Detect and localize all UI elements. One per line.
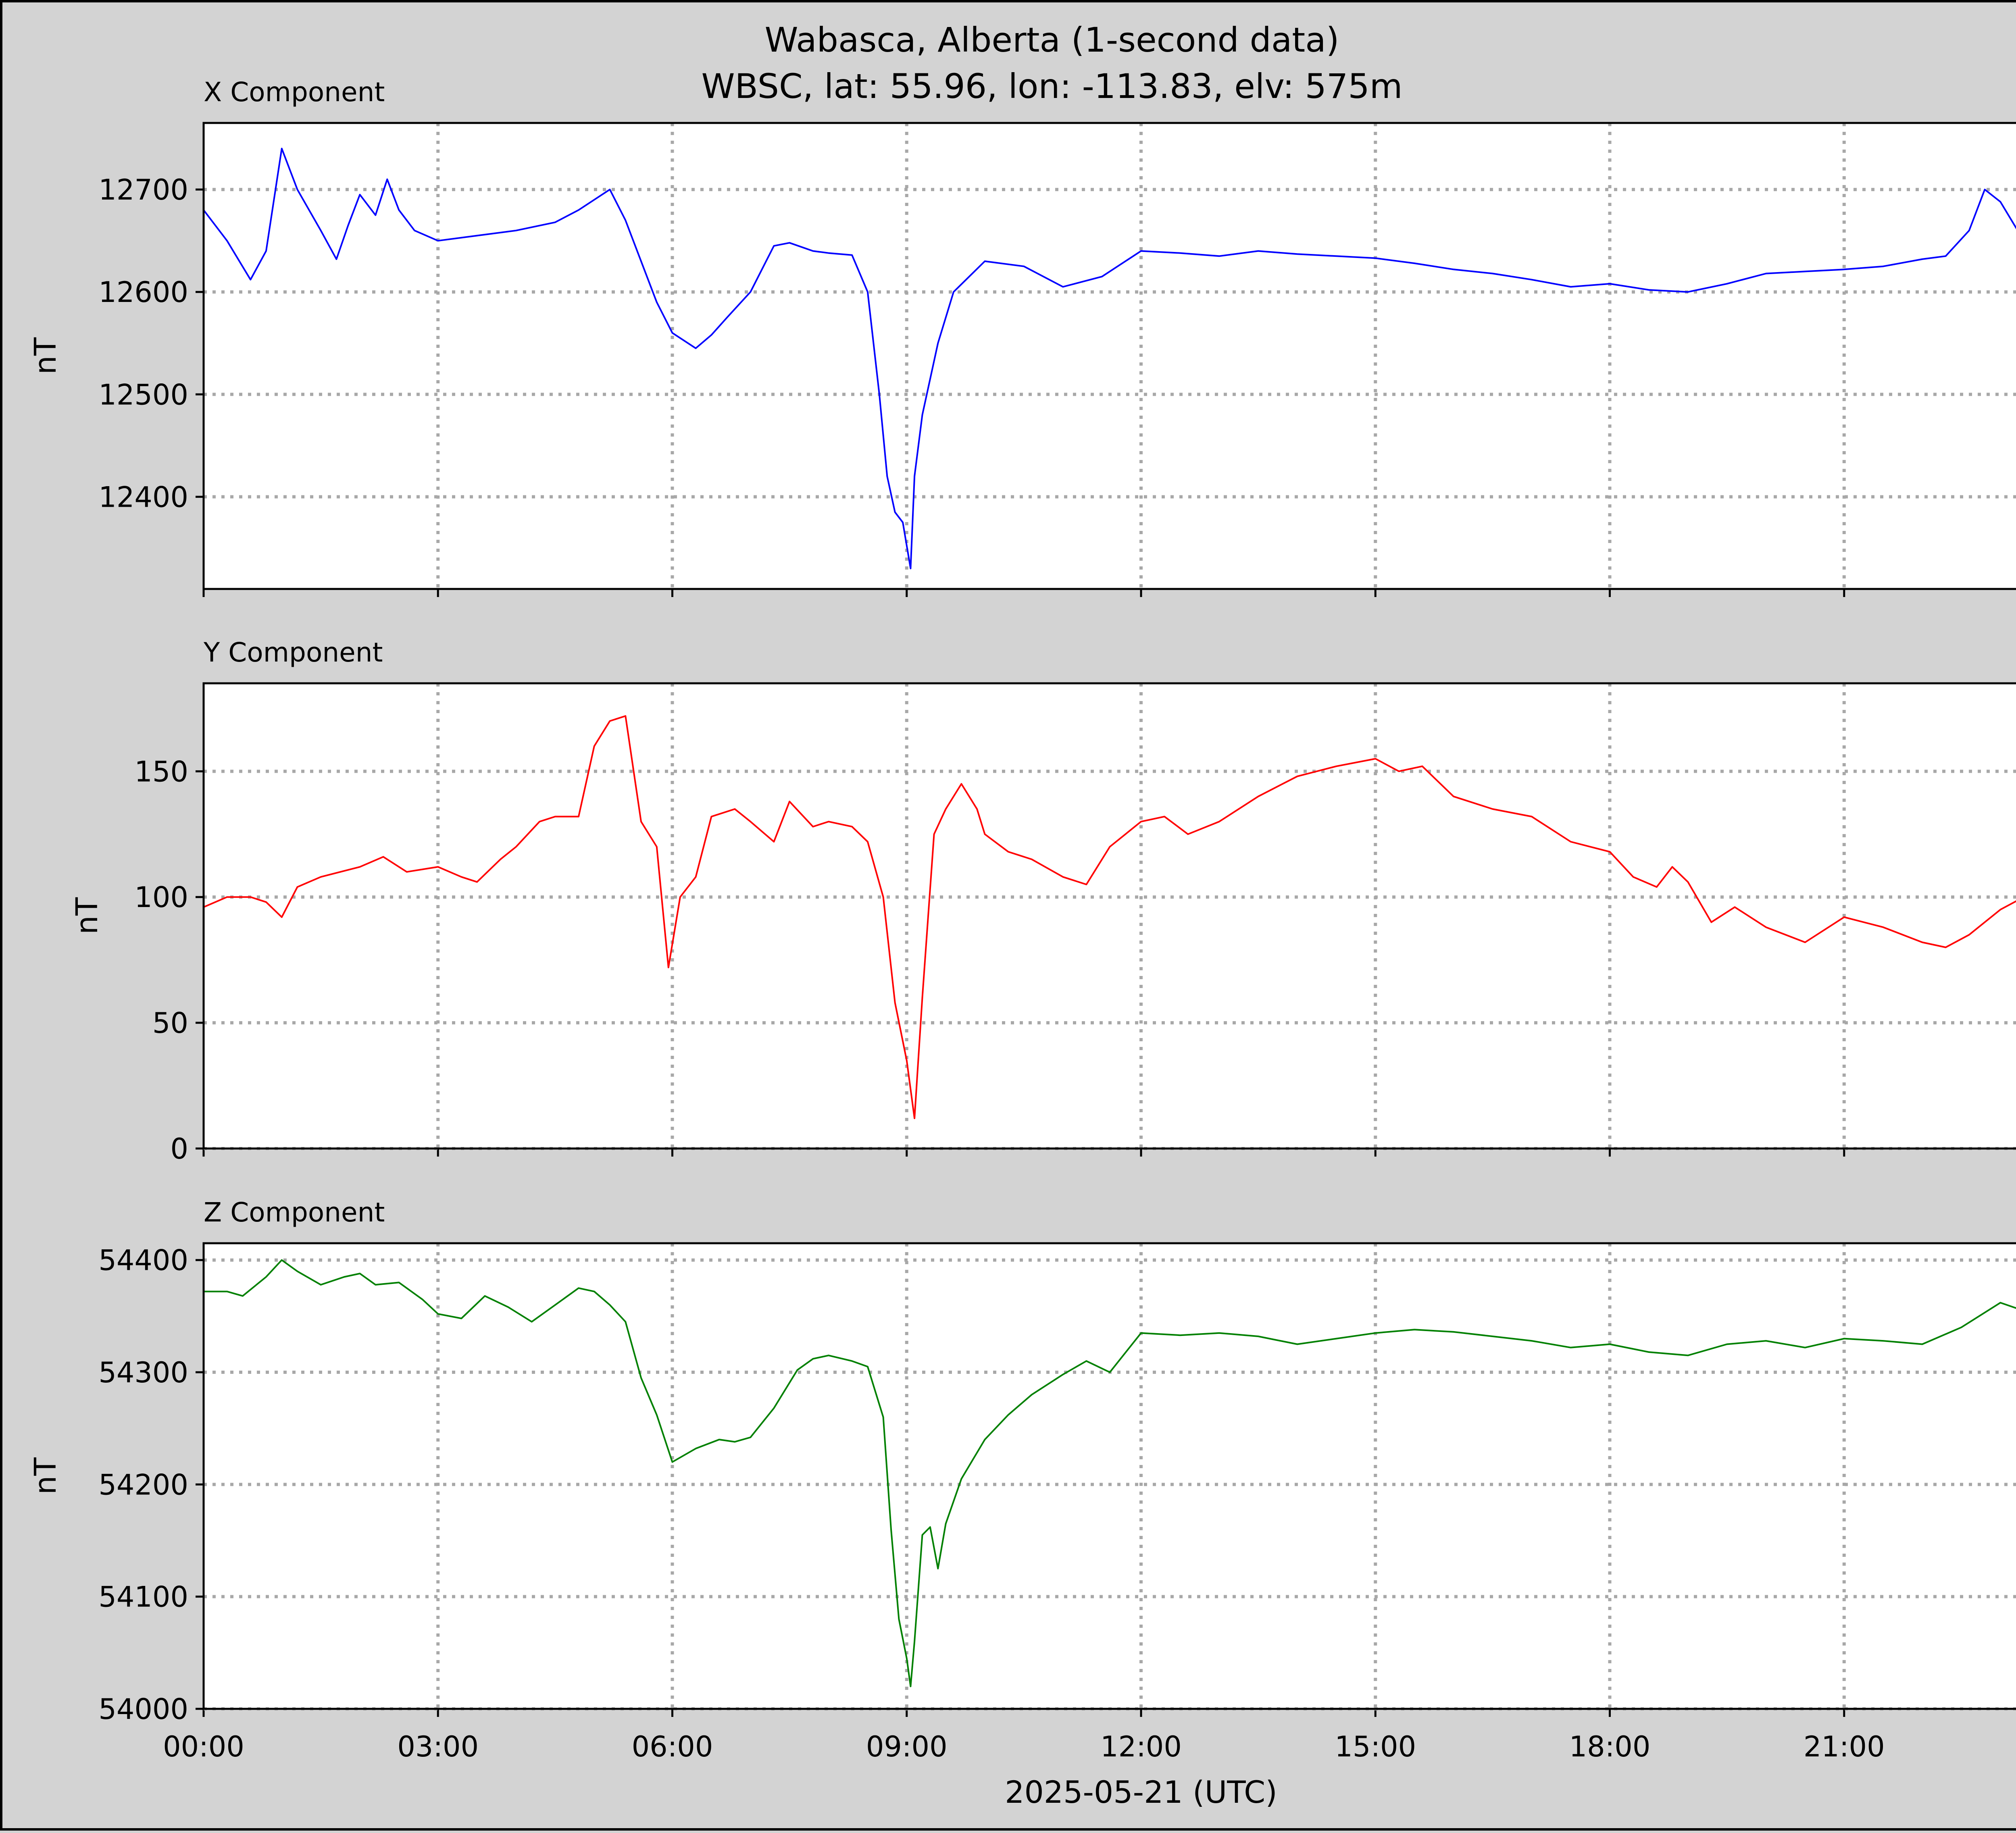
- y-axis-label-z: nT: [28, 1457, 63, 1495]
- y-axis-label-y: nT: [70, 897, 104, 934]
- y-tick-label: 12600: [98, 276, 188, 309]
- plot-area-x: [204, 123, 2016, 589]
- x-tick-label: 09:00: [866, 1730, 948, 1763]
- x-tick-label: 06:00: [632, 1730, 713, 1763]
- panel-title-x: X Component: [204, 77, 385, 108]
- series-line-z: [204, 1259, 2016, 1687]
- y-tick-label: 54100: [98, 1581, 188, 1614]
- x-tick-label: 12:00: [1100, 1730, 1182, 1763]
- x-tick-label: 03:00: [397, 1730, 479, 1763]
- panel-title-y: Y Component: [203, 637, 383, 668]
- x-tick-label: 15:00: [1335, 1730, 1416, 1763]
- plot-frame-y: [202, 682, 2016, 1150]
- panels: 12400 12500 12600 12700 X Component nT 0 50 100 1…: [28, 77, 2016, 1763]
- y-tick-label: 54200: [98, 1468, 188, 1501]
- x-tick-label: 00:00: [163, 1730, 244, 1763]
- panel-z: 00:00 03:00 06:00 09:00 12:00 15:00 18:00 21:00…: [28, 1197, 2016, 1763]
- series-line-x: [203, 148, 2016, 570]
- y-tick-label: 150: [134, 755, 188, 788]
- y-tick-label: 50: [152, 1007, 188, 1040]
- y-axis-label-x: nT: [28, 337, 63, 375]
- panel-x: 12400 12500 12600 12700 X Component nT: [28, 77, 2016, 597]
- y-tick-label: 54300: [98, 1356, 188, 1389]
- y-tick-label: 54400: [98, 1244, 188, 1277]
- x-tick-label: 21:00: [1804, 1730, 1885, 1763]
- x-tick-label: 18:00: [1569, 1730, 1651, 1763]
- plot-area-z: [204, 1243, 2016, 1709]
- panel-y: 0 50 100 150 Y Component nT: [70, 637, 2016, 1165]
- y-tick-label: 0: [170, 1132, 188, 1165]
- x-axis-label: 2025-05-21 (UTC): [1005, 1774, 1277, 1810]
- plot-frame-x: [202, 122, 2016, 590]
- panel-title-z: Z Component: [204, 1197, 385, 1228]
- y-tick-label: 12700: [98, 173, 188, 206]
- series-line-y: [203, 715, 2016, 1119]
- y-tick-label: 12400: [98, 481, 188, 514]
- plot-frame-z: [202, 1242, 2016, 1710]
- figure-title-line1: Wabasca, Alberta (1-second data): [764, 20, 1339, 60]
- y-tick-label: 100: [134, 881, 188, 914]
- plot-area-y: [204, 683, 2016, 1148]
- figure-title-line2: WBSC, lat: 55.96, lon: -113.83, elv: 575…: [701, 67, 1402, 106]
- y-tick-label: 12500: [98, 378, 188, 411]
- y-tick-label: 54000: [98, 1693, 188, 1726]
